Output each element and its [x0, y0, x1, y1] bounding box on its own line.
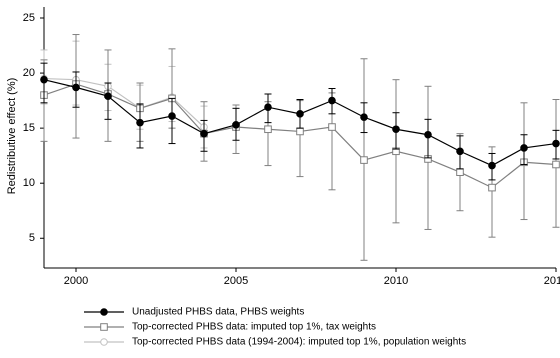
data-point [168, 112, 176, 120]
data-point [200, 129, 208, 138]
y-tick-label: 10 [23, 177, 35, 189]
data-point [392, 125, 400, 134]
data-point [552, 160, 560, 169]
data-point [552, 139, 560, 148]
series-1 [40, 62, 560, 181]
legend-label: Unadjusted PHBS data, PHBS weights [132, 307, 304, 318]
legend-item: Unadjusted PHBS data, PHBS weights [84, 307, 304, 318]
x-tick-label: 2010 [384, 275, 408, 287]
x-tick-label: 2005 [224, 275, 248, 287]
data-point [488, 161, 496, 170]
data-point [360, 113, 368, 121]
data-point [72, 83, 80, 92]
x-axis-ticks: 2000 2005 2010 2015 [64, 268, 560, 287]
legend: Unadjusted PHBS data, PHBS weights Top-co… [84, 307, 466, 348]
series-line [43, 77, 205, 128]
y-tick-label: 15 [23, 122, 35, 134]
data-point [264, 103, 272, 112]
legend-marker [100, 338, 108, 346]
data-point [40, 75, 48, 84]
data-point [296, 110, 304, 118]
legend-marker [100, 308, 108, 316]
data-point [264, 125, 272, 134]
legend-label: Top-corrected PHBS data (1994-2004): imp… [132, 337, 466, 348]
y-tick-label: 25 [23, 12, 35, 24]
data-point [296, 127, 304, 136]
data-point [232, 121, 240, 129]
data-point [488, 183, 496, 192]
data-point [328, 123, 336, 131]
series-3 [40, 40, 208, 149]
legend-label: Top-corrected PHBS data: imputed top 1%,… [132, 322, 376, 333]
data-point [424, 130, 432, 139]
series-2 [40, 34, 560, 261]
legend-marker [100, 323, 108, 331]
data-point [136, 118, 144, 127]
x-tick-label: 2000 [64, 275, 88, 287]
series-layer [40, 34, 560, 261]
legend-item: Top-corrected PHBS data: imputed top 1%,… [84, 322, 376, 333]
y-tick-label: 20 [23, 67, 35, 79]
data-point [328, 96, 336, 105]
data-point [360, 156, 368, 164]
data-point [456, 147, 464, 156]
legend-item: Top-corrected PHBS data (1994-2004): imp… [84, 337, 466, 348]
x-tick-label: 2015 [544, 275, 560, 287]
y-tick-label: 5 [29, 232, 35, 244]
data-point [104, 92, 112, 101]
data-point [456, 168, 464, 176]
y-axis-ticks: 5 10 15 20 25 [23, 12, 44, 244]
plot-area: 5 10 15 20 25 2000 2005 2010 2015 Redistributiv… [6, 7, 560, 287]
data-point [520, 144, 528, 152]
y-axis-label: Redistributive effect (%) [6, 78, 18, 195]
